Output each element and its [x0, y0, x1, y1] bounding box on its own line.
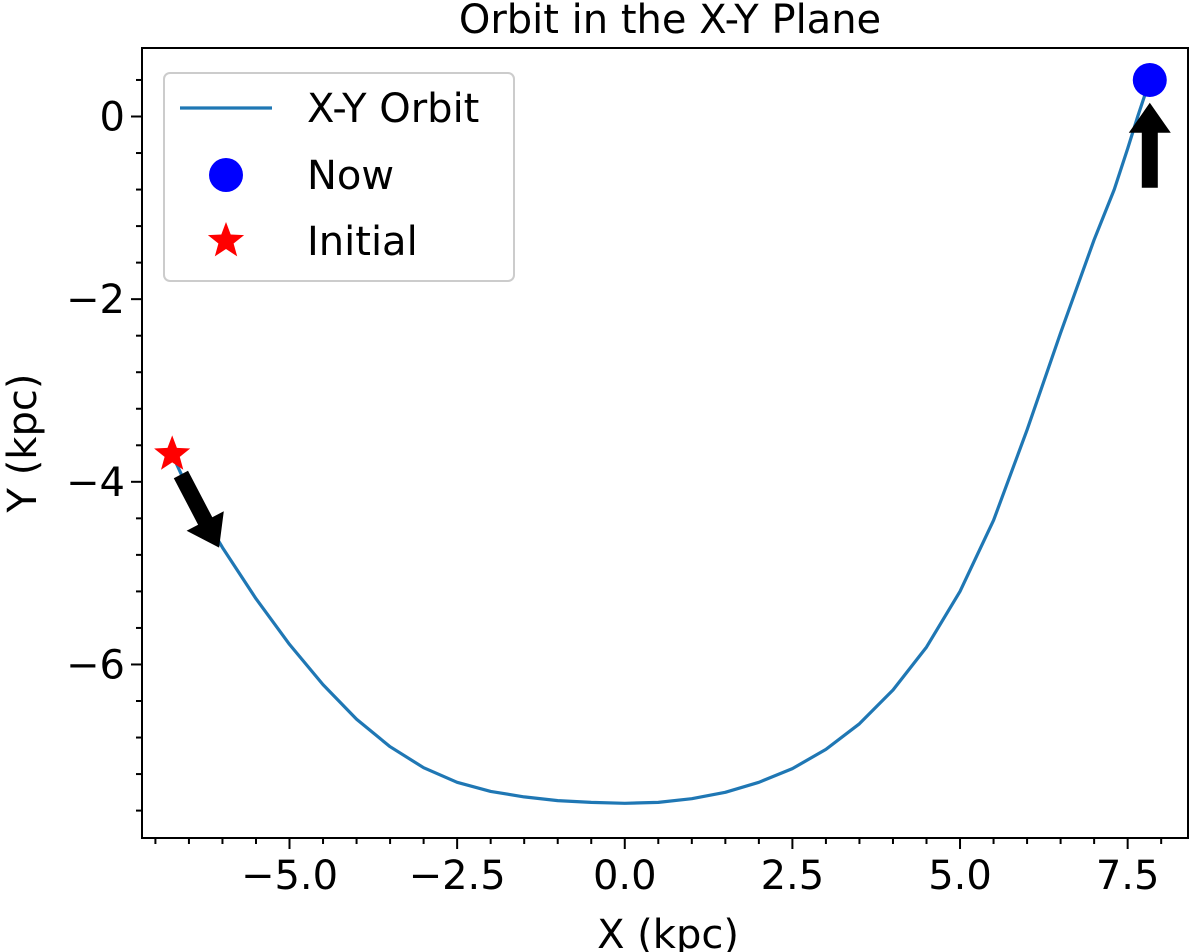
legend: X-Y Orbit Now Initial	[163, 72, 515, 282]
x-tick-label: 2.5	[761, 853, 825, 899]
legend-label: X-Y Orbit	[307, 86, 479, 132]
x-axis: −5.0 −2.5 0.0 2.5 5.0 7.5	[154, 838, 1163, 899]
initial-marker	[154, 435, 191, 470]
y-tick-label: −2	[66, 277, 125, 323]
legend-box	[163, 72, 515, 282]
y-tick-label: −4	[66, 460, 125, 506]
legend-circle-swatch	[209, 158, 243, 192]
y-axis-label: Y (kpc)	[0, 374, 46, 514]
x-tick-label: 7.5	[1096, 853, 1160, 899]
x-tick-label: 0.0	[593, 853, 657, 899]
now-marker	[1132, 62, 1167, 97]
x-axis-label: X (kpc)	[597, 912, 739, 952]
chart-title: Orbit in the X-Y Plane	[459, 0, 881, 43]
y-tick-label: −6	[66, 642, 125, 688]
legend-label: Now	[307, 153, 394, 199]
x-tick-label: 5.0	[928, 853, 992, 899]
x-tick-label: −2.5	[409, 853, 506, 899]
orbit-line	[170, 79, 1152, 805]
plot-area	[154, 62, 1171, 805]
plot-frame	[141, 47, 1189, 839]
legend-label: Initial	[307, 219, 418, 265]
y-tick-label: 0	[100, 94, 125, 140]
x-tick-label: −5.0	[241, 853, 338, 899]
legend-star-swatch	[207, 222, 245, 257]
initial-velocity-arrow	[173, 470, 224, 548]
now-velocity-arrow	[1128, 102, 1171, 188]
y-axis: 0 −2 −4 −6	[66, 78, 142, 812]
